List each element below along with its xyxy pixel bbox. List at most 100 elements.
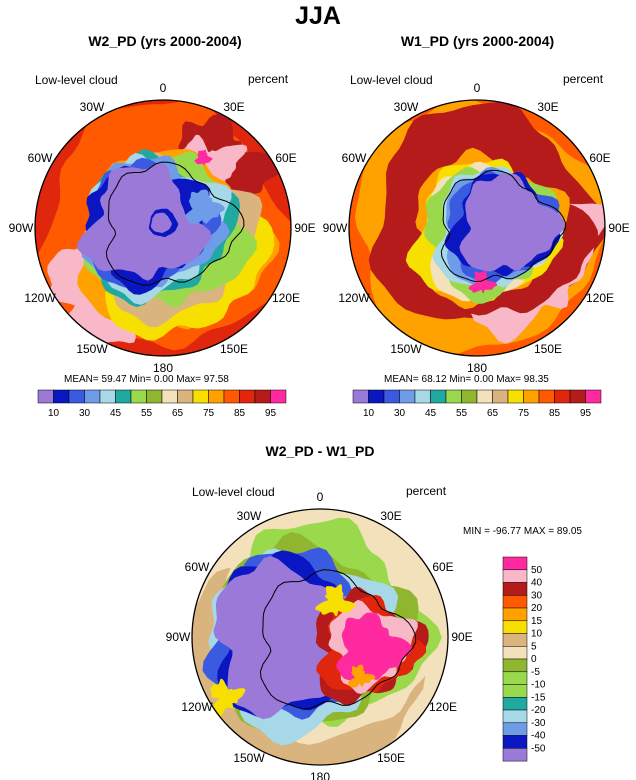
colorbar-tick-label: 55 [141, 408, 153, 419]
longitude-label: 150E [220, 342, 248, 356]
units-label-w2: percent [248, 72, 289, 86]
colorbar-box [507, 389, 524, 404]
colorbar-box [502, 671, 528, 685]
colorbar-box [68, 389, 85, 404]
longitude-label: 180 [467, 361, 487, 375]
colorbar-box [502, 620, 528, 634]
panel-title-w2: W2_PD (yrs 2000-2004) [88, 33, 242, 49]
longitude-label: 120E [272, 291, 300, 305]
colorbar-box [502, 658, 528, 673]
colorbar-box [502, 722, 528, 736]
map-boundary [191, 508, 449, 766]
colorbar-tick-label: -15 [531, 692, 546, 703]
map-field-w1 [349, 100, 605, 356]
longitude-label: 90W [166, 630, 191, 644]
longitude-label: 90E [608, 221, 629, 235]
map-boundary [348, 99, 606, 357]
colorbar-tick-label: 65 [487, 408, 499, 419]
colorbar-tick-label: 15 [531, 616, 543, 627]
colorbar-tick-label: 85 [549, 408, 561, 419]
colorbar-box [502, 569, 528, 583]
contour-region [210, 678, 246, 717]
longitude-label: 180 [310, 770, 330, 780]
colorbar-box [476, 389, 493, 404]
colorbar-box [270, 389, 287, 404]
colorbar-box [192, 389, 209, 404]
colorbar-tick-label: 5 [531, 641, 537, 652]
colorbar-tick-label: 40 [531, 578, 543, 589]
longitude-label: 0 [317, 490, 324, 504]
colorbar-box [569, 389, 586, 404]
panel-title-diff: W2_PD - W1_PD [265, 443, 375, 459]
variable-label-w2: Low-level cloud [35, 73, 118, 87]
longitude-label: 120W [338, 291, 370, 305]
colorbar-box [502, 646, 528, 660]
colorbar-box [502, 556, 528, 571]
longitude-label: 30W [237, 509, 262, 523]
map-field-diff [192, 509, 448, 765]
colorbar-box [130, 389, 147, 404]
colorbar-box [502, 633, 528, 647]
colorbar-box [368, 389, 385, 404]
longitude-label: 30E [380, 509, 401, 523]
colorbar-box [538, 389, 555, 404]
colorbar-tick-label: -20 [531, 705, 546, 716]
coastline [259, 569, 417, 710]
colorbar-box [502, 748, 528, 762]
figure-title: JJA [295, 2, 341, 30]
longitude-label: 150E [377, 751, 405, 765]
colorbar-box [37, 389, 54, 404]
colorbar-tick-label: -30 [531, 718, 546, 729]
colorbar-tick-label: 20 [531, 603, 543, 614]
colorbar-box [177, 389, 194, 404]
units-label-diff: percent [406, 484, 447, 498]
colorbar-tick-label: -50 [531, 743, 546, 754]
longitude-label: 150W [76, 342, 108, 356]
longitude-label: 90W [323, 221, 348, 235]
colorbar-tick-label: 50 [531, 565, 543, 576]
colorbar-tick-label: 75 [203, 408, 215, 419]
colorbar-box [53, 389, 70, 404]
longitude-label: 0 [474, 81, 481, 95]
contour-region [336, 612, 413, 682]
variable-label-diff: Low-level cloud [192, 485, 275, 499]
colorbar-box [523, 389, 540, 404]
colorbar-box [502, 684, 528, 698]
colorbar-box [492, 389, 509, 404]
colorbar-box [99, 389, 116, 404]
longitude-label: 60W [185, 560, 210, 574]
colorbar-tick-label: 45 [425, 408, 437, 419]
longitude-label: 0 [160, 81, 167, 95]
longitude-label: 180 [153, 361, 173, 375]
colorbar-box [430, 389, 447, 404]
contour-region [77, 162, 212, 281]
longitude-label: 90E [451, 630, 472, 644]
colorbar-box [223, 389, 240, 404]
longitude-label: 90W [9, 221, 34, 235]
longitude-label: 30W [394, 100, 419, 114]
longitude-label: 90E [294, 221, 315, 235]
colorbar-tick-label: 10 [531, 629, 543, 640]
contour-region [459, 173, 565, 272]
longitude-label: 150E [534, 342, 562, 356]
colorbar-tick-label: 55 [456, 408, 468, 419]
colorbar-box [254, 389, 271, 404]
longitude-label: 30E [537, 100, 558, 114]
colorbar-box [502, 607, 528, 622]
panel-title-w1: W1_PD (yrs 2000-2004) [400, 33, 555, 49]
colorbar-box [84, 389, 101, 404]
colorbar-tick-label: 95 [265, 408, 277, 419]
colorbar-box [352, 389, 369, 404]
contour-region [468, 270, 498, 294]
colorbar-tick-label: -40 [531, 731, 546, 742]
colorbar-tick-label: 95 [580, 408, 592, 419]
colorbar-tick-label: 0 [531, 654, 537, 665]
longitude-label: 60E [432, 560, 453, 574]
longitude-label: 120E [429, 700, 457, 714]
variable-label-w1: Low-level cloud [350, 73, 433, 87]
colorbar-tick-label: -10 [531, 680, 546, 691]
colorbar-tick-label: 10 [48, 408, 60, 419]
colorbar-tick-label: -5 [531, 667, 540, 678]
longitude-label: 150W [233, 751, 265, 765]
longitude-label: 60E [589, 151, 610, 165]
